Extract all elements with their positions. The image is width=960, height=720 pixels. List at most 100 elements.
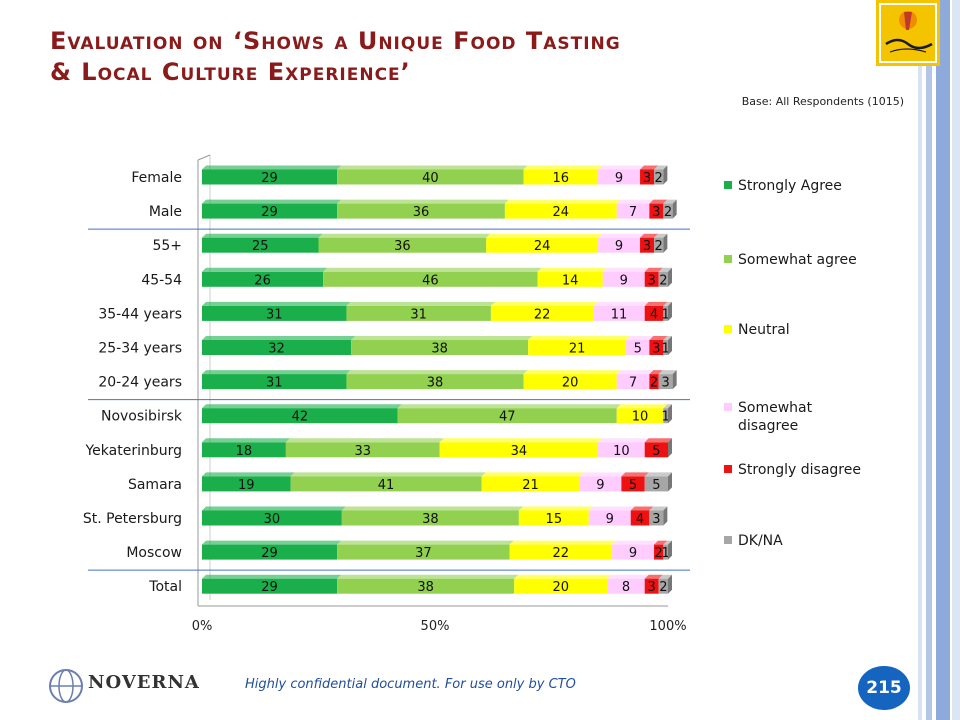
bar-segment-top <box>285 438 444 443</box>
bar-segment-top <box>337 165 528 170</box>
noverna-logo-text: NOVERNA <box>88 672 200 693</box>
base-note: Base: All Respondents (1015) <box>741 95 904 108</box>
bar-segment <box>202 374 347 390</box>
data-label: 47 <box>499 410 516 425</box>
bar-segment-top <box>202 233 323 238</box>
bar-segment-top <box>644 267 663 272</box>
bar-segment <box>486 237 599 253</box>
data-label: 42 <box>292 410 309 425</box>
bar-segment <box>649 374 659 390</box>
bar-segment <box>626 340 650 355</box>
bar-segment <box>644 476 668 492</box>
bar-segment-top <box>509 540 617 545</box>
bar-segment <box>290 476 482 492</box>
bar-segment <box>649 510 664 526</box>
bar-segment <box>202 340 352 355</box>
data-label: 3 <box>648 580 656 595</box>
data-label: 3 <box>652 512 660 527</box>
bar-segment-top <box>537 267 607 272</box>
bar-side-face <box>668 472 672 492</box>
bar-segment <box>593 305 645 321</box>
category-label: Samara <box>128 477 182 493</box>
bar-segment <box>504 203 617 219</box>
category-label: 25-34 years <box>98 341 182 357</box>
data-label: 8 <box>622 580 630 595</box>
data-label: 32 <box>268 342 285 357</box>
bar-segment <box>663 203 673 219</box>
bar-side-face <box>663 506 668 526</box>
bar-segment-top <box>630 506 654 511</box>
category-label: 45-54 <box>141 272 182 288</box>
bar-segment-top <box>523 370 621 375</box>
bar-side-face <box>668 574 672 594</box>
data-label: 5 <box>652 478 660 493</box>
data-label: 9 <box>615 171 623 186</box>
bar-segment-top <box>202 165 342 170</box>
bar-segment-top <box>202 370 351 375</box>
bar-segment <box>439 442 599 458</box>
bar-segment <box>654 544 664 560</box>
bar-segment-top <box>658 574 672 579</box>
data-label: 3 <box>652 205 660 220</box>
bar-segment <box>337 544 510 560</box>
bar-segment <box>346 374 524 390</box>
page-number-badge: 215 <box>858 666 910 710</box>
bar-segment <box>663 408 668 424</box>
data-label: 9 <box>606 512 614 527</box>
bar-segment-top <box>202 574 342 579</box>
bar-segment <box>640 237 655 253</box>
bar-segment-top <box>490 301 598 306</box>
data-label: 5 <box>634 342 642 357</box>
bar-side-face <box>668 540 672 560</box>
bar-segment <box>588 510 631 526</box>
bar-segment <box>658 374 673 390</box>
legend-label: Strongly disagree <box>738 462 861 478</box>
bar-segment <box>621 476 645 492</box>
data-label: 29 <box>261 580 278 595</box>
bar-segment-top <box>202 301 351 306</box>
data-label: 9 <box>629 546 637 561</box>
bar-segment-top <box>202 336 356 340</box>
bar-segment <box>337 203 505 219</box>
legend-swatch <box>724 403 732 411</box>
bar-segment <box>616 203 650 219</box>
bar-segment <box>341 510 519 526</box>
bar-segment-top <box>663 404 672 409</box>
bar-segment <box>644 305 664 321</box>
bar-segment-top <box>481 472 584 477</box>
bar-segment <box>663 544 668 560</box>
bar-segment <box>640 169 655 185</box>
legend-label: Somewhat <box>738 400 813 416</box>
bar-segment-top <box>290 472 486 477</box>
bar-segment-top <box>439 438 603 443</box>
decorative-stripe <box>926 0 932 720</box>
data-label: 9 <box>620 273 628 288</box>
bar-segment <box>644 442 668 458</box>
data-label: 1 <box>662 546 670 561</box>
bar-segment <box>346 305 491 321</box>
bar-segment-top <box>649 199 668 204</box>
category-label: Female <box>131 170 182 186</box>
decorative-stripe <box>918 0 922 720</box>
bar-segment-top <box>202 404 402 409</box>
bar-segment-top <box>658 370 677 375</box>
category-label: St. Petersburg <box>83 511 182 527</box>
bar-segment <box>202 203 338 219</box>
data-label: 3 <box>652 342 660 357</box>
bar-segment-top <box>202 438 290 443</box>
data-label: 31 <box>410 307 427 322</box>
bar-segment-top <box>649 506 668 511</box>
chart-axis-line <box>197 154 211 161</box>
category-label: 20-24 years <box>98 375 182 391</box>
bar-segment-top <box>514 574 612 579</box>
bar-segment-top <box>598 233 645 238</box>
bar-segment-top <box>644 438 672 443</box>
data-label: 14 <box>562 273 579 288</box>
bar-segment-top <box>318 233 491 238</box>
data-label: 9 <box>615 239 623 254</box>
bar-segment-top <box>602 267 649 272</box>
bar-side-face <box>668 301 672 321</box>
bar-segment <box>202 476 291 492</box>
bar-segment-top <box>504 199 621 204</box>
bar-segment <box>523 169 599 185</box>
